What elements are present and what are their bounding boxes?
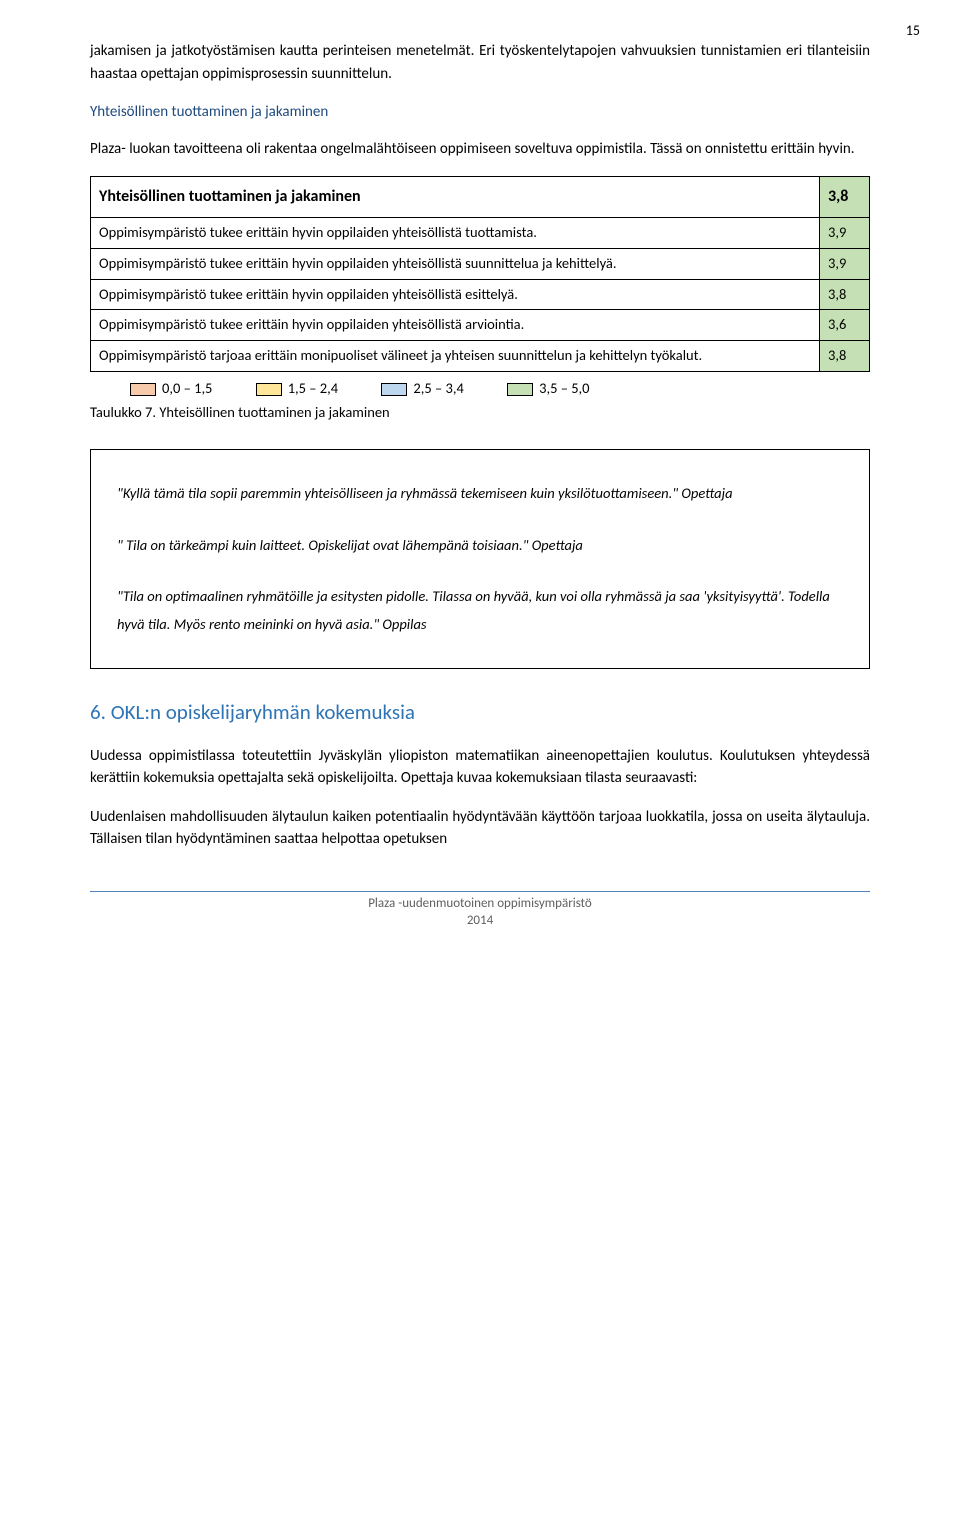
table-yhteisollinen: Yhteisöllinen tuottaminen ja jakaminen 3… (90, 176, 870, 372)
paragraph-2: Plaza- luokan tavoitteena oli rakentaa o… (90, 138, 870, 161)
table-row: Oppimisympäristö tukee erittäin hyvin op… (91, 248, 870, 279)
intro-paragraph: jakamisen ja jatkotyöstämisen kautta per… (90, 40, 870, 85)
table-cell-label: Oppimisympäristö tukee erittäin hyvin op… (91, 218, 820, 249)
legend-swatch (507, 383, 533, 396)
legend-item-2: 2,5 – 3,4 (381, 378, 463, 400)
table-cell-value: 3,8 (820, 341, 870, 372)
paragraph-3: Uudessa oppimistilassa toteutettiin Jyvä… (90, 745, 870, 790)
section-6-heading: 6. OKL:n opiskelijaryhmän kokemuksia (90, 697, 870, 729)
footer: Plaza -uudenmuotoinen oppimisympäristö 2… (90, 891, 870, 930)
table-cell-value: 3,9 (820, 218, 870, 249)
paragraph-4: Uudenlaisen mahdollisuuden älytaulun kai… (90, 806, 870, 851)
table-row: Oppimisympäristö tukee erittäin hyvin op… (91, 279, 870, 310)
quote-3: "Tila on optimaalinen ryhmätöille ja esi… (117, 583, 843, 638)
legend-swatch (130, 383, 156, 396)
legend-item-3: 3,5 – 5,0 (507, 378, 589, 400)
table-cell-label: Oppimisympäristö tukee erittäin hyvin op… (91, 248, 820, 279)
page-number: 15 (906, 20, 920, 41)
legend-range: 0,0 – 1,5 (162, 379, 212, 397)
quote-2: " Tila on tärkeämpi kuin laitteet. Opisk… (117, 532, 843, 560)
legend-range: 3,5 – 5,0 (539, 379, 589, 397)
legend-swatch (381, 383, 407, 396)
legend-item-1: 1,5 – 2,4 (256, 378, 338, 400)
legend: 0,0 – 1,5 1,5 – 2,4 2,5 – 3,4 3,5 – 5,0 (90, 378, 870, 400)
legend-range: 1,5 – 2,4 (288, 379, 338, 397)
footer-divider (90, 891, 870, 892)
quote-box: "Kyllä tämä tila sopii paremmin yhteisöl… (90, 449, 870, 669)
table-cell-label: Oppimisympäristö tukee erittäin hyvin op… (91, 310, 820, 341)
legend-range: 2,5 – 3,4 (413, 379, 463, 397)
table-cell-label: Oppimisympäristö tukee erittäin hyvin op… (91, 279, 820, 310)
table-row: Oppimisympäristö tukee erittäin hyvin op… (91, 310, 870, 341)
footer-title: Plaza -uudenmuotoinen oppimisympäristö (90, 896, 870, 913)
table-row: Oppimisympäristö tarjoaa erittäin monipu… (91, 341, 870, 372)
legend-item-0: 0,0 – 1,5 (130, 378, 212, 400)
table-header-row: Yhteisöllinen tuottaminen ja jakaminen 3… (91, 177, 870, 218)
table-header-label: Yhteisöllinen tuottaminen ja jakaminen (91, 177, 820, 218)
table-cell-value: 3,6 (820, 310, 870, 341)
table-header-value: 3,8 (820, 177, 870, 218)
legend-swatch (256, 383, 282, 396)
table-cell-value: 3,9 (820, 248, 870, 279)
table-cell-value: 3,8 (820, 279, 870, 310)
table-caption: Taulukko 7. Yhteisöllinen tuottaminen ja… (90, 402, 870, 424)
table-row: Oppimisympäristö tukee erittäin hyvin op… (91, 218, 870, 249)
subheading-yhteisollinen: Yhteisöllinen tuottaminen ja jakaminen (90, 101, 870, 124)
table-cell-label: Oppimisympäristö tarjoaa erittäin monipu… (91, 341, 820, 372)
quote-1: "Kyllä tämä tila sopii paremmin yhteisöl… (117, 480, 843, 508)
footer-year: 2014 (90, 913, 870, 930)
